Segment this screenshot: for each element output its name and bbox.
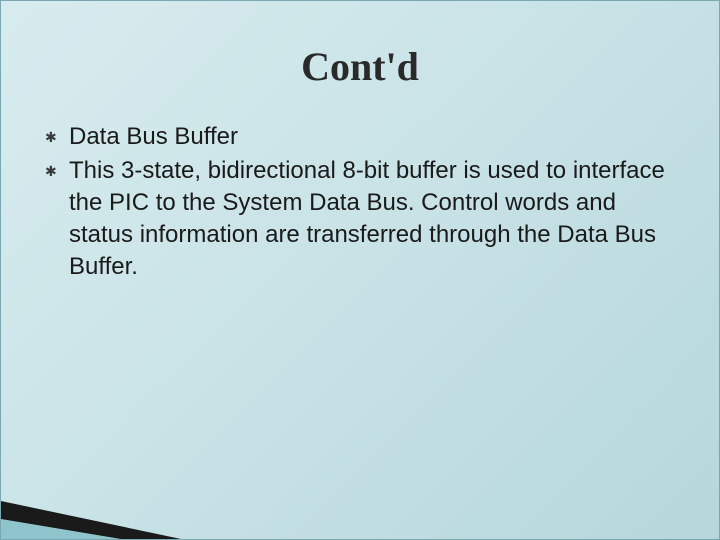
- list-item: ✱ Data Bus Buffer: [45, 121, 675, 153]
- slide-title: Cont'd: [1, 43, 719, 90]
- bullet-text: This 3-state, bidirectional 8-bit buffer…: [69, 155, 675, 283]
- slide: Cont'd ✱ Data Bus Buffer ✱ This 3-state,…: [0, 0, 720, 540]
- bullet-text: Data Bus Buffer: [69, 121, 675, 153]
- bullet-icon: ✱: [45, 155, 69, 187]
- list-item: ✱ This 3-state, bidirectional 8-bit buff…: [45, 155, 675, 283]
- bullet-icon: ✱: [45, 121, 69, 153]
- slide-content: ✱ Data Bus Buffer ✱ This 3-state, bidire…: [45, 121, 675, 285]
- corner-accent-light: [1, 519, 121, 539]
